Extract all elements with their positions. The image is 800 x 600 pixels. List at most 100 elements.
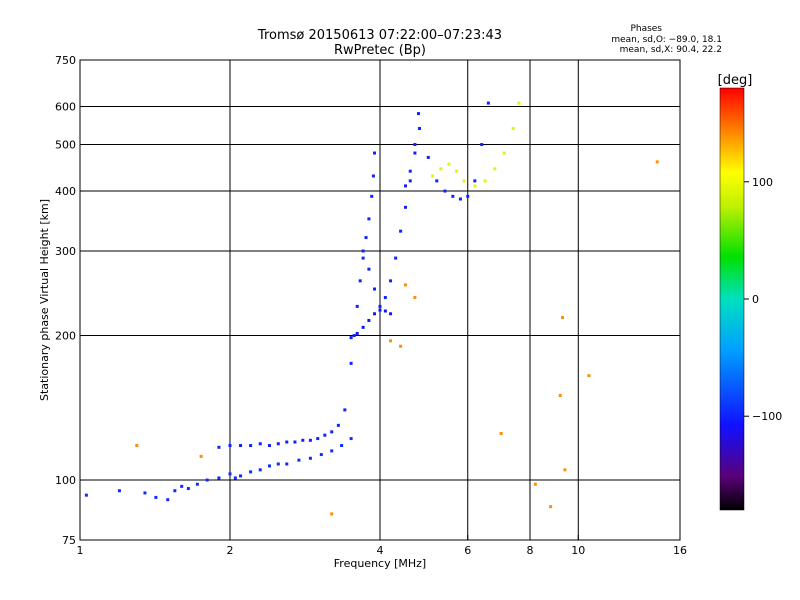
data-point [493, 167, 497, 171]
data-point [473, 184, 477, 188]
data-point [330, 512, 334, 516]
data-point [439, 167, 443, 171]
data-point [367, 217, 371, 221]
phase-o-stats: mean, sd,O: −89.0, 18.1 [611, 35, 722, 45]
data-point [511, 126, 515, 130]
data-point [561, 316, 565, 320]
x-tick-label: 6 [464, 544, 471, 557]
phase-heading: Phases [630, 24, 662, 34]
data-point [458, 197, 462, 201]
data-point [655, 160, 659, 164]
x-tick-label: 16 [673, 544, 687, 557]
data-point [417, 126, 421, 130]
series-scattered-echoes [135, 160, 659, 516]
y-axis-ticks: 75 100 200 300 400 500 600 750 [55, 54, 85, 547]
data-point [340, 444, 344, 448]
data-point [403, 205, 407, 209]
data-point [480, 143, 484, 147]
data-point [383, 296, 387, 300]
data-point [228, 444, 232, 448]
data-point [293, 440, 297, 444]
x-axis-ticks: 1 2 4 6 8 10 16 [77, 535, 687, 557]
data-point [143, 491, 147, 495]
data-point [413, 143, 417, 147]
data-points [84, 101, 659, 516]
data-point [233, 476, 237, 480]
data-point [373, 151, 377, 155]
series-e-region-upper-trace [217, 408, 347, 449]
data-point [389, 339, 393, 343]
data-point [195, 482, 199, 486]
data-point [466, 194, 470, 198]
data-point [249, 470, 253, 474]
data-point [378, 308, 382, 312]
data-point [373, 287, 377, 291]
y-tick-label: 200 [55, 330, 76, 343]
data-point [249, 444, 253, 448]
data-point [308, 438, 312, 442]
x-tick-label: 2 [227, 544, 234, 557]
data-point [486, 101, 490, 105]
data-point [349, 437, 353, 441]
data-point [355, 304, 359, 308]
data-point [367, 267, 371, 271]
data-point [276, 462, 280, 466]
x-tick-label: 4 [377, 544, 384, 557]
x-tick-label: 10 [571, 544, 585, 557]
y-axis-label: Stationary phase Virtual Height [km] [38, 199, 51, 401]
colorbar-ticks: 100 0 −100 [744, 176, 782, 423]
y-tick-label: 400 [55, 185, 76, 198]
data-point [587, 374, 591, 378]
data-point [413, 151, 417, 155]
data-point [399, 229, 403, 233]
data-point [502, 151, 506, 155]
data-point [558, 394, 562, 398]
data-point [173, 489, 177, 493]
data-point [84, 493, 88, 497]
data-point [371, 174, 375, 178]
series-f1-lower-branch [349, 308, 393, 340]
data-point [455, 169, 459, 173]
data-point [408, 169, 412, 173]
data-point [217, 476, 221, 480]
data-point [154, 495, 158, 499]
data-point [330, 449, 334, 453]
data-point [228, 472, 232, 476]
series-f1-x-mode [361, 112, 421, 308]
data-point [117, 489, 121, 493]
data-point [483, 179, 487, 183]
data-point [166, 498, 170, 502]
data-point [451, 194, 455, 198]
data-point [370, 194, 374, 198]
data-point [199, 454, 203, 458]
y-tick-label: 300 [55, 245, 76, 258]
colorbar [719, 87, 745, 511]
data-point [399, 344, 403, 348]
data-point [308, 456, 312, 460]
x-tick-label: 1 [77, 544, 84, 557]
data-point [403, 283, 407, 287]
colorbar-label: [deg] [718, 73, 753, 88]
data-point [267, 444, 271, 448]
data-point [373, 312, 377, 316]
data-point [349, 336, 353, 340]
data-point [135, 444, 139, 448]
data-point [383, 309, 387, 313]
data-point [394, 256, 398, 260]
y-tick-label: 100 [55, 474, 76, 487]
data-point [533, 482, 537, 486]
series-f1-o-mode [349, 151, 377, 365]
data-point [361, 325, 365, 329]
data-point [408, 179, 412, 183]
data-point [443, 189, 447, 193]
data-point [364, 236, 368, 240]
series-e-region-low-trace [84, 437, 353, 502]
x-axis-label: Frequency [MHz] [334, 557, 426, 570]
data-point [276, 442, 280, 446]
data-point [297, 458, 301, 462]
data-point [517, 101, 521, 105]
grid [80, 60, 680, 540]
data-point [447, 162, 451, 166]
data-point [367, 318, 371, 322]
data-point [205, 478, 209, 482]
